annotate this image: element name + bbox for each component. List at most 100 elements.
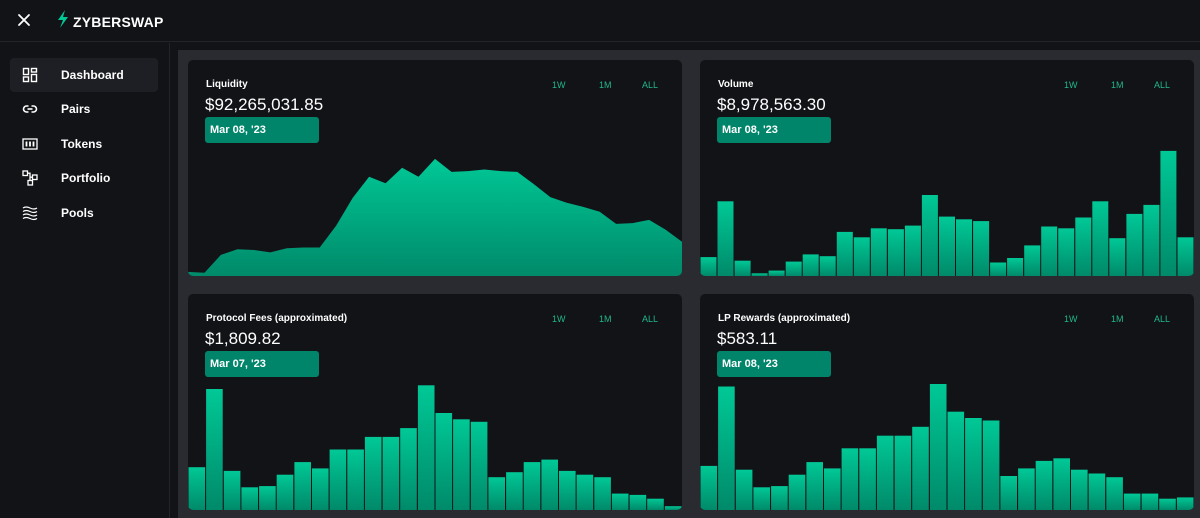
chart-bar: [929, 384, 947, 510]
top-bar: ZYBERSWAP: [0, 0, 1200, 42]
chart-bar: [912, 426, 929, 510]
liquidity-area-chart: [188, 158, 682, 276]
protocol-fees-card: Protocol Fees (approximated) $1,809.82 M…: [188, 294, 682, 510]
sidebar-item-dashboard[interactable]: Dashboard: [10, 58, 158, 92]
range-1w-button[interactable]: 1W: [552, 80, 566, 90]
chart-bar: [718, 386, 735, 510]
lp-rewards-bar-chart: [700, 384, 1194, 510]
sidebar-item-tokens[interactable]: Tokens: [10, 127, 158, 161]
chart-bar: [1053, 458, 1070, 510]
card-title: LP Rewards (approximated): [718, 313, 851, 324]
range-1w-button[interactable]: 1W: [1064, 80, 1078, 90]
logo[interactable]: ZYBERSWAP: [56, 9, 163, 34]
chart-bar: [973, 221, 990, 276]
chart-bar: [576, 474, 594, 510]
sidebar-item-portfolio[interactable]: Portfolio: [10, 161, 158, 195]
chart-bar: [223, 470, 241, 510]
range-1m-button[interactable]: 1M: [599, 80, 612, 90]
volume-bar-chart: [700, 150, 1194, 276]
range-1m-button[interactable]: 1M: [1111, 314, 1124, 324]
chart-bar: [488, 477, 505, 510]
card-title: Volume: [718, 79, 754, 90]
chart-bar: [1058, 228, 1075, 276]
chart-bar: [1143, 204, 1160, 276]
chart-bar: [1123, 493, 1141, 510]
sidebar: Dashboard Pairs Tokens Portfolio Pools: [0, 43, 170, 518]
chart-bar: [947, 411, 965, 510]
area-series: [188, 158, 682, 276]
card-title: Liquidity: [206, 79, 248, 90]
chart-bar: [1035, 460, 1053, 510]
chart-bar: [400, 428, 417, 510]
app-name: ZYBERSWAP: [73, 13, 164, 30]
date-badge: Mar 08, '23: [205, 117, 319, 143]
chart-bar: [1160, 150, 1177, 276]
chart-bar: [753, 487, 770, 510]
chart-bar: [1071, 469, 1088, 510]
chart-bar: [382, 436, 400, 510]
chart-bar: [956, 219, 972, 276]
sidebar-item-pairs[interactable]: Pairs: [10, 92, 158, 126]
lightning-bolt-icon: [56, 9, 70, 34]
chart-bar: [841, 448, 859, 510]
range-all-button[interactable]: ALL: [642, 314, 659, 324]
card-value: $92,265,031.85: [205, 95, 324, 114]
range-all-button[interactable]: ALL: [642, 80, 659, 90]
date-badge: Mar 08, '23: [717, 117, 831, 143]
date-badge: Mar 07, '23: [205, 351, 319, 377]
sidebar-item-pools[interactable]: Pools: [10, 196, 158, 230]
range-all-button[interactable]: ALL: [1154, 314, 1171, 324]
range-1w-button[interactable]: 1W: [1064, 314, 1078, 324]
chart-bar: [734, 260, 751, 276]
range-all-button[interactable]: ALL: [1154, 80, 1171, 90]
chart-bar: [294, 462, 311, 510]
chart-bar: [453, 419, 470, 510]
chart-bar: [541, 459, 558, 510]
dashboard-content: Liquidity $92,265,031.85 Mar 08, '23 1W …: [178, 50, 1200, 518]
chart-bar: [771, 486, 788, 510]
chart-bar: [1177, 237, 1194, 276]
lp-rewards-card: LP Rewards (approximated) $583.11 Mar 08…: [700, 294, 1194, 510]
chart-bar: [921, 195, 938, 276]
chart-bar: [904, 225, 921, 276]
chart-bar: [241, 487, 258, 510]
chart-bar: [1007, 258, 1024, 276]
chart-bar: [859, 448, 876, 510]
chart-bar: [1109, 238, 1126, 276]
chart-bar: [206, 389, 223, 510]
chart-bar: [276, 474, 294, 510]
close-icon[interactable]: [14, 10, 34, 30]
card-value: $8,978,563.30: [717, 95, 826, 114]
chart-bar: [853, 237, 870, 276]
chart-bar: [1106, 477, 1123, 510]
card-value: $583.11: [717, 329, 778, 348]
chart-bar: [523, 462, 541, 510]
chart-bar: [824, 468, 841, 510]
chart-bar: [1141, 493, 1159, 510]
range-1m-button[interactable]: 1M: [599, 314, 612, 324]
chart-bar: [870, 228, 887, 276]
chart-bar: [768, 270, 785, 276]
link-icon: [22, 101, 38, 117]
chart-bar: [788, 474, 806, 510]
chart-bar: [188, 467, 206, 510]
chart-bar: [664, 506, 682, 510]
chart-bar: [1024, 245, 1041, 276]
portfolio-icon: [22, 170, 38, 186]
chart-bar: [735, 469, 753, 510]
chart-bar: [347, 449, 364, 510]
chart-bar: [700, 465, 718, 510]
protocol-fees-bar-chart: [188, 385, 682, 510]
chart-bar: [470, 421, 488, 510]
chart-bar: [785, 261, 802, 276]
range-1w-button[interactable]: 1W: [552, 314, 566, 324]
chart-bar: [1176, 497, 1194, 510]
chart-bar: [982, 420, 1000, 510]
tokens-icon: [22, 136, 38, 152]
chart-bar: [611, 493, 629, 510]
range-1m-button[interactable]: 1M: [1111, 80, 1124, 90]
dashboard-grid-icon: [22, 67, 38, 83]
chart-bar: [876, 435, 894, 510]
sidebar-item-label: Portfolio: [61, 171, 111, 185]
chart-bar: [647, 498, 664, 510]
